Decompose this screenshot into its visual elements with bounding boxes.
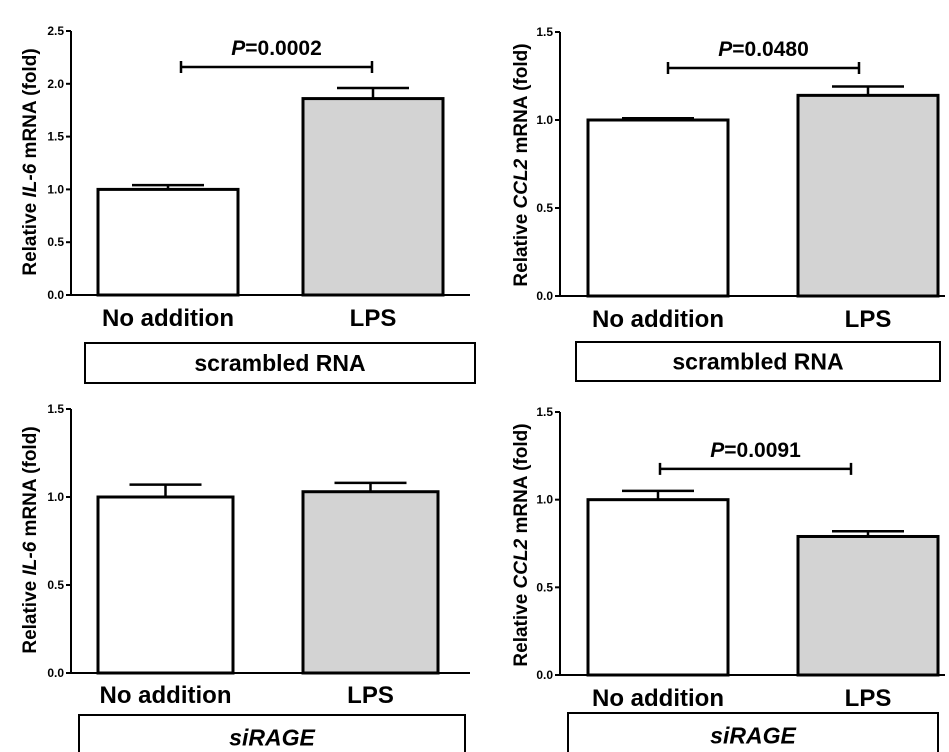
y-tick-label: 1.0: [47, 490, 64, 504]
p-value: =0.0091: [724, 439, 801, 462]
y-tick-label: 0.5: [536, 201, 553, 215]
y-label-prefix: Relative: [20, 576, 41, 654]
condition-label: scrambled RNA: [194, 350, 365, 376]
y-label-suffix: mRNA (fold): [20, 48, 41, 163]
category-label: LPS: [350, 305, 397, 332]
condition-label: siRAGE: [229, 725, 315, 751]
p-value-label: P=0.0002: [231, 37, 322, 60]
category-label: No addition: [592, 685, 724, 712]
p-value-label: P=0.0091: [710, 439, 801, 462]
p-value-label: P=0.0480: [718, 38, 809, 61]
p-symbol: P: [710, 439, 725, 462]
y-tick-label: 0.5: [536, 580, 553, 594]
chart-panel-1: 0.0 0.5 1.0 1.5 2.0 2.5 No addition LPS Relative…: [20, 24, 476, 384]
y-label-prefix: Relative: [20, 198, 41, 276]
condition-box: [84, 342, 476, 384]
chart-panel-2: 0.0 0.5 1.0 1.5 No addition LPS Relative CCL2 …: [511, 25, 945, 382]
y-tick-label: 0.5: [47, 235, 64, 249]
category-label: No addition: [592, 306, 724, 333]
y-axis-label: Relative IL-6 mRNA (fold): [20, 48, 41, 275]
condition-label: scrambled RNA: [672, 349, 843, 375]
bar-1: [96, 187, 240, 297]
y-tick-label: 0.0: [536, 668, 553, 682]
y-label-suffix: mRNA (fold): [20, 426, 41, 541]
y-label-suffix: mRNA (fold): [511, 43, 532, 158]
y-tick-label: 1.0: [47, 182, 64, 196]
y-label-gene: CCL2: [511, 538, 532, 588]
condition-label: siRAGE: [710, 723, 796, 749]
y-tick-label: 1.5: [536, 25, 553, 39]
p-value: =0.0002: [245, 37, 322, 60]
y-tick-label: 2.5: [47, 24, 64, 38]
y-tick-label: 2.0: [47, 77, 64, 91]
y-label-gene: IL-6: [20, 163, 41, 197]
category-label: LPS: [845, 306, 892, 333]
p-symbol: P: [718, 38, 733, 61]
bar-1: [586, 118, 730, 298]
y-label-prefix: Relative: [511, 588, 532, 666]
y-tick-label: 0.0: [47, 288, 64, 302]
chart-panel-4: 0.0 0.5 1.0 1.5 No addition LPS Relative CCL2 …: [511, 405, 945, 752]
y-tick-label: 0.5: [47, 578, 64, 592]
y-tick-label: 1.5: [536, 405, 553, 419]
bar-2: [301, 97, 445, 297]
bar-2: [796, 93, 940, 298]
y-label-prefix: Relative: [511, 208, 532, 286]
condition-box: [567, 712, 939, 752]
y-tick-label: 1.0: [536, 113, 553, 127]
bar-1: [96, 495, 235, 675]
y-label-gene: CCL2: [511, 158, 532, 208]
y-tick-label: 1.0: [536, 493, 553, 507]
y-tick-label: 1.5: [47, 402, 64, 416]
y-tick-label: 1.5: [47, 130, 64, 144]
chart-panel-3: 0.0 0.5 1.0 1.5 No addition LPS Relative IL-6 …: [20, 402, 470, 752]
y-axis-label: Relative CCL2 mRNA (fold): [511, 43, 532, 286]
bar-2: [301, 490, 440, 675]
condition-box: [78, 714, 466, 752]
bar-2: [796, 534, 940, 677]
y-label-suffix: mRNA (fold): [511, 423, 532, 538]
condition-box: [575, 341, 941, 382]
y-axis-label: Relative IL-6 mRNA (fold): [20, 426, 41, 653]
category-label: LPS: [845, 685, 892, 712]
bar-1: [586, 498, 730, 677]
y-tick-label: 0.0: [47, 666, 64, 680]
category-label: No addition: [102, 305, 234, 332]
category-label: No addition: [100, 682, 232, 709]
y-tick-label: 0.0: [536, 289, 553, 303]
y-axis-label: Relative CCL2 mRNA (fold): [511, 423, 532, 666]
p-symbol: P: [231, 37, 246, 60]
p-value: =0.0480: [732, 38, 809, 61]
category-label: LPS: [347, 682, 394, 709]
y-label-gene: IL-6: [20, 541, 41, 575]
